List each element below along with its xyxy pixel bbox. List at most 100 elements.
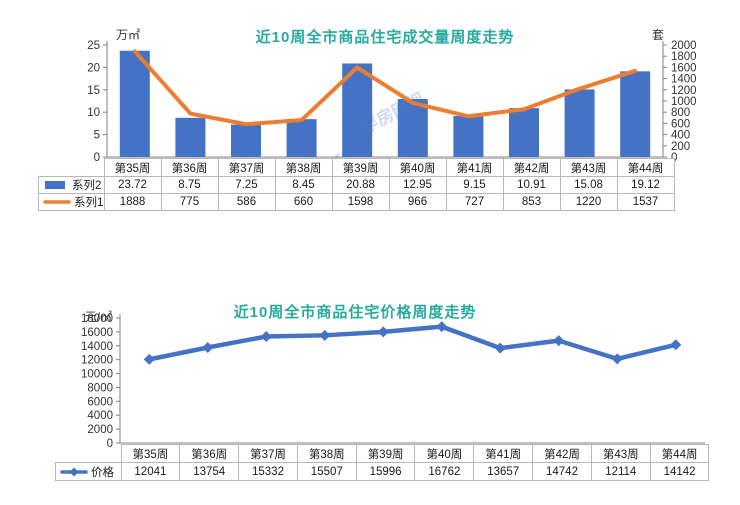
value-cell: 16762 xyxy=(414,462,475,481)
left-axis-tick-label: 0 xyxy=(107,438,113,450)
value-cell: 1537 xyxy=(616,193,675,211)
week-header-cell: 第37周 xyxy=(217,158,276,177)
value-cell: 14742 xyxy=(532,462,592,481)
left-axis-tick-label: 16000 xyxy=(81,327,113,339)
price-point-marker xyxy=(143,353,155,365)
week-header-cell: 第40周 xyxy=(388,158,447,177)
volume-data-table: 第35周 第36周 第37周 第38周 第39周 第40周 第41周 第42周 第43周 第44周… xyxy=(38,158,675,211)
left-axis-tick-label: 4000 xyxy=(87,410,113,422)
value-cell: 1888 xyxy=(103,193,162,211)
line-series-swatch-icon xyxy=(43,200,71,204)
price-point-marker xyxy=(377,326,389,338)
week-header-cell: 第36周 xyxy=(179,444,240,463)
value-cell: 9.15 xyxy=(445,176,504,194)
week-header-cell: 第35周 xyxy=(103,158,162,177)
week-header-cell: 第40周 xyxy=(414,444,475,463)
value-cell: 8.75 xyxy=(160,176,219,194)
series-data-row: 系列2 23.72 8.75 7.25 8.45 20.88 12.95 9.15 10.91 1… xyxy=(38,176,675,194)
series-legend-cell: 系列1 xyxy=(38,193,105,211)
price-chart-title: 近10周全市商品住宅价格周度走势 xyxy=(233,304,477,321)
left-axis-tick-label: 8000 xyxy=(87,382,113,394)
week-header-cell: 第41周 xyxy=(473,444,534,463)
price-point-marker xyxy=(553,335,565,347)
left-axis-tick-label: 5 xyxy=(94,130,100,142)
week-header-cell: 第43周 xyxy=(590,444,651,463)
right-axis-tick-label: 1200 xyxy=(671,85,697,97)
value-cell: 727 xyxy=(445,193,504,211)
value-cell: 660 xyxy=(274,193,333,211)
price-point-marker xyxy=(202,341,214,353)
right-axis-tick-label: 1000 xyxy=(671,96,697,108)
value-cell: 1598 xyxy=(331,193,390,211)
header-spacer-cell xyxy=(39,159,105,177)
right-axis-tick-label: 400 xyxy=(671,130,690,142)
value-cell: 12.95 xyxy=(388,176,447,194)
value-cell: 19.12 xyxy=(616,176,675,194)
right-axis-tick-label: 1400 xyxy=(671,74,697,86)
series-legend-label: 系列1 xyxy=(74,197,104,209)
value-cell: 775 xyxy=(160,193,219,211)
line-series-swatch-icon xyxy=(60,467,88,476)
price-left-axis-unit: 元/㎡ xyxy=(84,310,112,324)
price-point-marker xyxy=(611,353,623,365)
week-header-row: 第35周 第36周 第37周 第38周 第39周 第40周 第41周 第42周 第43周 第44周 xyxy=(56,444,710,463)
right-axis-tick-label: 800 xyxy=(671,107,690,119)
price-line xyxy=(147,324,678,362)
value-cell: 13754 xyxy=(179,462,240,481)
volume-right-axis-unit: 套 xyxy=(652,28,665,42)
right-axis-tick-label: 1600 xyxy=(671,62,697,74)
week-header-cell: 第38周 xyxy=(274,158,333,177)
week-header-row: 第35周 第36周 第37周 第38周 第39周 第40周 第41周 第42周 第43周 第44周 xyxy=(39,158,675,177)
volume-bar xyxy=(620,71,651,157)
value-cell: 13657 xyxy=(473,462,534,481)
volume-trend-line xyxy=(132,49,638,127)
left-axis-tick-label: 10 xyxy=(87,107,100,119)
value-cell: 20.88 xyxy=(331,176,390,194)
series-data-row: 价格 12041 13754 15332 15507 15996 16762 13657 147… xyxy=(55,462,710,481)
week-header-cell: 第42周 xyxy=(502,158,561,177)
left-axis-tick-label: 15 xyxy=(87,85,100,97)
volume-chart-title: 近10周全市商品住宅成交量周度走势 xyxy=(255,29,515,46)
value-cell: 23.72 xyxy=(103,176,162,194)
price-point-marker xyxy=(436,321,448,333)
volume-bar xyxy=(231,124,261,157)
value-cell: 14142 xyxy=(649,462,710,481)
value-cell: 853 xyxy=(502,193,561,211)
series-data-row: 系列1 1888 775 586 660 1598 966 727 853 1220 1537 xyxy=(38,193,675,211)
right-axis-tick-label: 1800 xyxy=(671,51,697,63)
week-header-cell: 第43周 xyxy=(559,158,618,177)
volume-bar xyxy=(453,116,484,157)
series-legend-label: 价格 xyxy=(91,466,114,479)
week-header-cell: 第42周 xyxy=(532,444,592,463)
left-axis-tick-label: 0 xyxy=(94,152,100,164)
price-point-marker xyxy=(670,339,682,351)
week-header-cell: 第35周 xyxy=(120,444,181,463)
volume-bar xyxy=(564,89,595,157)
week-header-cell: 第44周 xyxy=(649,444,710,463)
volume-combo-chart: 0510152025020040060080010001200140016001… xyxy=(87,40,697,183)
left-axis-tick-label: 18000 xyxy=(81,313,113,325)
volume-bar xyxy=(397,98,428,157)
bar-series-swatch-icon xyxy=(45,181,65,189)
value-cell: 8.45 xyxy=(274,176,333,194)
series-legend-cell: 价格 xyxy=(55,462,122,481)
header-spacer-cell xyxy=(56,445,122,463)
left-axis-tick-label: 6000 xyxy=(87,396,113,408)
week-header-cell: 第44周 xyxy=(616,158,675,177)
series-legend-label: 系列2 xyxy=(72,180,102,192)
volume-bar xyxy=(509,108,539,157)
left-axis-tick-label: 14000 xyxy=(81,341,113,353)
volume-bar xyxy=(286,119,317,157)
right-axis-tick-label: 0 xyxy=(671,152,677,164)
value-cell: 1220 xyxy=(559,193,618,211)
value-cell: 15996 xyxy=(355,462,416,481)
value-cell: 12114 xyxy=(590,462,651,481)
value-cell: 12041 xyxy=(120,462,181,481)
volume-left-axis-unit: 万㎡ xyxy=(116,28,141,42)
left-axis-tick-label: 12000 xyxy=(81,355,113,367)
value-cell: 586 xyxy=(217,193,276,211)
left-axis-tick-label: 20 xyxy=(87,62,100,74)
volume-bar xyxy=(119,50,150,157)
